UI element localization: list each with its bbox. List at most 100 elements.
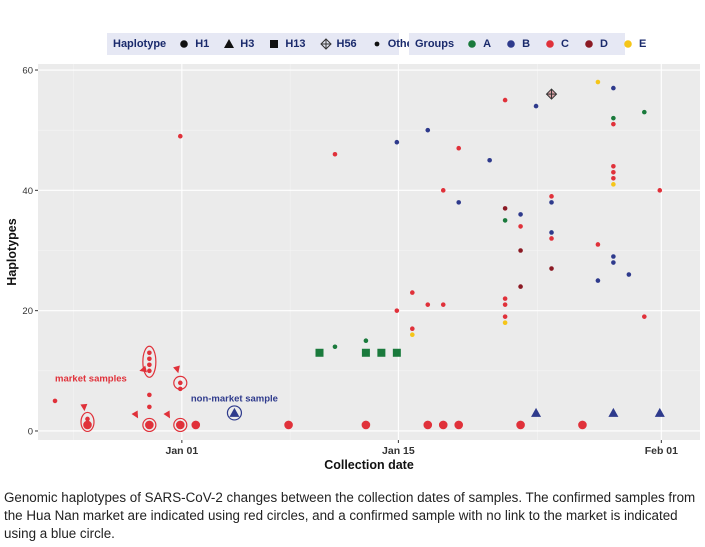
point-other (595, 79, 601, 85)
haplotype-legend-label: H3 (240, 38, 255, 50)
haplotype-legend-title: Haplotype (113, 38, 167, 50)
haplotype-legend-label: H13 (285, 38, 306, 50)
point-other (394, 308, 400, 313)
point-h1 (284, 420, 293, 430)
market-sample-circle (173, 375, 188, 390)
point-other (332, 151, 338, 157)
haplotype-legend-label: H1 (195, 38, 210, 50)
point-other (502, 320, 508, 325)
arrow-icon (139, 365, 148, 373)
circle-marker (507, 40, 515, 48)
point-other (518, 224, 523, 229)
x-tick-label: Jan 15 (382, 445, 415, 457)
market-sample-circle (173, 417, 188, 433)
point-other (410, 326, 415, 332)
diamond-cross-marker-icon (319, 38, 332, 50)
point-other (394, 139, 400, 145)
point-h1 (423, 420, 433, 430)
group-color-dot-icon (507, 40, 515, 48)
groups-legend-entry: B (505, 38, 530, 50)
point-other (518, 248, 523, 253)
y-tick-label: 0 (28, 426, 33, 437)
point-other (549, 230, 554, 235)
groups-legend-label: C (561, 38, 569, 50)
point-other (611, 260, 616, 265)
point-other (626, 272, 632, 277)
point-other (502, 296, 508, 301)
minor-gridlines (38, 64, 700, 440)
point-h3 (654, 407, 665, 417)
point-other (456, 200, 462, 205)
haplotype-legend-label: H56 (336, 38, 357, 50)
point-other (502, 97, 508, 103)
haplotype-legend-entry: H13 (268, 38, 306, 50)
market-sample-circle (142, 417, 157, 433)
groups-legend-entry: D (583, 38, 608, 50)
point-other (611, 121, 616, 127)
y-tick-label: 20 (22, 306, 33, 317)
point-other (456, 145, 462, 151)
groups-legend-entry: E (622, 38, 646, 50)
circle-marker (546, 40, 554, 48)
point-other (611, 176, 616, 181)
point-other (518, 212, 523, 217)
point-other (611, 85, 616, 91)
square-marker-icon (270, 40, 279, 48)
point-other (549, 200, 554, 205)
market-samples-label: market samples (55, 374, 127, 385)
point-other (147, 356, 152, 362)
point-other (502, 302, 508, 307)
x-tick-label: Jan 01 (165, 445, 198, 457)
non-market-sample-circle (226, 405, 243, 421)
y-axis-title: Haplotypes (5, 218, 19, 285)
arrow-icon (131, 410, 139, 419)
plot-panel (38, 64, 700, 440)
groups-legend: Groups A B C D E (409, 33, 646, 55)
point-h1 (83, 420, 92, 430)
point-other (147, 392, 152, 398)
point-other (502, 314, 508, 319)
point-other (611, 115, 616, 121)
groups-legend-label: D (599, 38, 608, 50)
point-other (595, 278, 601, 283)
point-other (642, 109, 647, 115)
triangle-marker-icon (224, 39, 235, 48)
point-other (177, 133, 183, 139)
point-other (595, 242, 601, 247)
point-h13 (315, 348, 324, 357)
y-tick-label: 60 (22, 66, 33, 77)
point-h1 (175, 420, 185, 430)
triangle-marker (224, 39, 235, 48)
point-other (410, 290, 415, 295)
point-other (657, 188, 663, 193)
market-arrows (80, 365, 180, 419)
point-other (642, 314, 647, 319)
point-other (611, 254, 616, 259)
haplotype-legend: Haplotype H1 H3 H13 H56 Others (107, 33, 423, 55)
point-h1 (361, 420, 371, 430)
point-other (177, 380, 183, 386)
point-h56 (545, 88, 558, 100)
market-sample-circle (142, 345, 157, 378)
dot-marker (374, 41, 380, 47)
point-h13 (361, 348, 370, 357)
circle-marker-icon (180, 40, 188, 48)
point-other (502, 206, 508, 211)
groups-legend-title: Groups (415, 38, 455, 50)
haplotype-legend-entry: H3 (223, 38, 254, 50)
point-other (147, 368, 152, 374)
point-other (611, 163, 616, 169)
point-other (611, 182, 616, 187)
point-h1 (578, 420, 587, 430)
point-h13 (392, 348, 401, 357)
circle-marker (180, 40, 188, 48)
point-other (611, 169, 616, 175)
point-other (363, 338, 369, 344)
circle-marker (468, 40, 476, 48)
point-h1 (516, 420, 525, 430)
y-tick-label: 40 (22, 186, 33, 197)
point-other (410, 332, 415, 338)
point-other (425, 302, 431, 307)
point-other (147, 362, 152, 368)
scatter-chart: 0 20 40 60 Jan 01 Jan 15 Feb 01 Collection date… (5, 64, 700, 472)
